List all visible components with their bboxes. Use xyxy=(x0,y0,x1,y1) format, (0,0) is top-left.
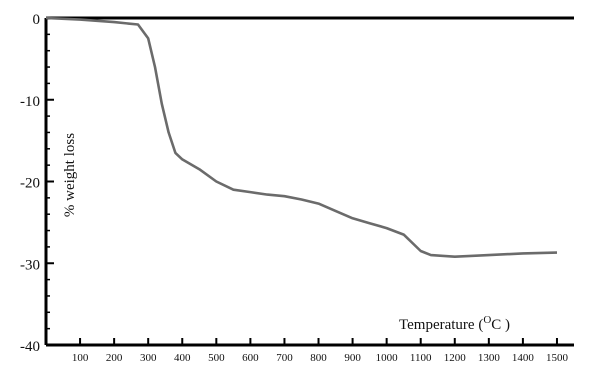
series-line xyxy=(45,16,558,259)
x-tick-label: 300 xyxy=(140,352,157,364)
x-axis-label-text: Temperature ( xyxy=(399,317,483,333)
x-tick-label: 1500 xyxy=(546,352,569,364)
x-axis-label: Temperature (OC ) xyxy=(399,314,510,333)
y-tick-label: -30 xyxy=(20,257,40,273)
x-tick-label: 400 xyxy=(174,352,191,364)
x-tick-label: 700 xyxy=(276,352,293,364)
x-tick-label: 500 xyxy=(208,352,225,364)
axes xyxy=(44,16,574,347)
x-tick-label: 600 xyxy=(242,352,259,364)
x-tick-label: 1300 xyxy=(478,352,501,364)
x-axis-label-suffix: C ) xyxy=(491,317,510,333)
x-tick-label: 1200 xyxy=(444,352,467,364)
plot-area xyxy=(45,16,558,259)
x-tick-label: 100 xyxy=(72,352,89,364)
x-tick-label: 200 xyxy=(106,352,123,364)
x-tick-label: 1400 xyxy=(512,352,535,364)
x-axis-label-superscript: O xyxy=(483,314,491,326)
x-tick-label: 1000 xyxy=(376,352,399,364)
y-tick-label: 0 xyxy=(33,12,41,28)
y-tick-label: -10 xyxy=(20,94,40,110)
x-tick-label: 1100 xyxy=(410,352,432,364)
y-tick-label: -20 xyxy=(20,176,40,192)
ticks: 0 -10 -20 -30 -40 100 200 300 400 500 600 700 800 900… xyxy=(20,12,568,364)
y-tick-label: -40 xyxy=(20,339,40,355)
x-tick-label: 800 xyxy=(310,352,327,364)
y-axis-label: % weight loss xyxy=(62,133,78,217)
x-tick-label: 900 xyxy=(344,352,361,364)
